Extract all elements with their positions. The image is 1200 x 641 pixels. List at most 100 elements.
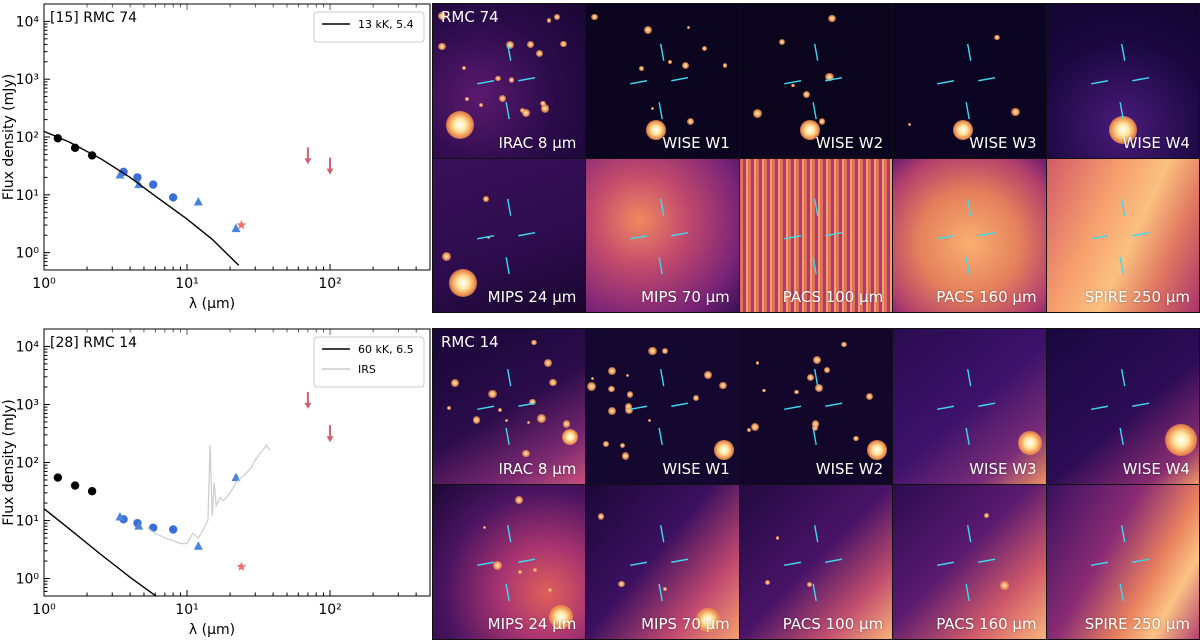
star-blob bbox=[994, 35, 1000, 41]
image-stamp: PACS 100 μm bbox=[739, 158, 893, 312]
legend-label-rmc14: 60 kK, 6.5 bbox=[358, 343, 414, 356]
series-line-rmc14 bbox=[147, 443, 271, 545]
star-blob bbox=[540, 100, 546, 107]
data-point-rmc14 bbox=[168, 525, 178, 534]
band-label: IRAC 8 μm bbox=[498, 133, 577, 152]
star-blob bbox=[841, 341, 847, 348]
star-blob bbox=[590, 376, 594, 380]
star-blob bbox=[621, 452, 629, 460]
y-tick-label-rmc74: 10² bbox=[16, 130, 39, 146]
upper-limit-arrowhead-rmc74 bbox=[326, 168, 334, 175]
star-blob bbox=[750, 422, 759, 431]
y-tick-label-rmc74: 10⁰ bbox=[16, 246, 40, 262]
legend-label-rmc14: IRS bbox=[358, 363, 376, 376]
star-blob bbox=[603, 441, 610, 448]
star-blob bbox=[811, 420, 820, 428]
x-axis-label-rmc14: λ (μm) bbox=[189, 622, 235, 638]
legend-label-rmc74: 13 kK, 5.4 bbox=[358, 18, 414, 31]
image-stamp: MIPS 70 μm bbox=[586, 158, 739, 312]
star-blob bbox=[722, 63, 728, 69]
star-blob bbox=[519, 107, 525, 113]
y-tick-label-rmc74: 10³ bbox=[16, 72, 39, 88]
bright-source bbox=[562, 429, 579, 446]
star-blob bbox=[482, 525, 486, 530]
data-point-rmc74 bbox=[148, 180, 158, 189]
band-label: WISE W1 bbox=[662, 133, 730, 152]
data-point-rmc74 bbox=[168, 193, 178, 202]
crosshair-marker bbox=[433, 159, 585, 313]
legend-rmc74 bbox=[313, 11, 425, 43]
star-blob bbox=[807, 582, 812, 587]
source-label: RMC 74 bbox=[441, 8, 499, 26]
crosshair-marker bbox=[740, 485, 892, 640]
star-blob bbox=[618, 580, 625, 588]
star-blob bbox=[650, 106, 655, 110]
band-label: MIPS 24 μm bbox=[487, 288, 577, 306]
crosshair-marker bbox=[893, 329, 1045, 484]
crosshair-marker bbox=[433, 4, 585, 158]
x-tick-label-rmc14: 10⁰ bbox=[32, 602, 56, 618]
star-blob bbox=[802, 90, 810, 98]
series-line-rmc14 bbox=[44, 508, 158, 596]
bright-source bbox=[646, 119, 667, 140]
y-tick-label-rmc14: 10³ bbox=[16, 397, 39, 413]
star-blob bbox=[597, 513, 605, 520]
bright-source bbox=[866, 439, 887, 460]
y-tick-label-rmc14: 10⁴ bbox=[16, 339, 40, 355]
data-point-triangle-rmc14 bbox=[115, 511, 125, 521]
x-tick-label-rmc14: 10¹ bbox=[175, 602, 198, 618]
star-blob bbox=[549, 379, 557, 387]
star-blob bbox=[753, 109, 763, 118]
band-label: IRAC 8 μm bbox=[498, 459, 577, 478]
star-blob bbox=[438, 42, 447, 51]
bright-source bbox=[713, 439, 734, 460]
band-label: MIPS 70 μm bbox=[641, 615, 730, 633]
plot-area-rmc74 bbox=[44, 130, 334, 266]
stamp-grid-rmc74: RMC 74 IRAC 8 μm WISE W1 WISE W2 WISE W3 WISE… bbox=[432, 3, 1200, 313]
crosshair-marker bbox=[893, 4, 1045, 158]
star-blob bbox=[497, 407, 503, 413]
image-stamp: PACS 100 μm bbox=[739, 484, 893, 640]
star-blob bbox=[608, 385, 615, 392]
band-label: WISE W3 bbox=[969, 459, 1037, 478]
star-blob bbox=[607, 406, 617, 416]
star-blob bbox=[779, 39, 786, 46]
star-blob bbox=[562, 420, 571, 428]
band-label: MIPS 70 μm bbox=[641, 288, 730, 306]
crosshair-marker bbox=[1047, 485, 1199, 640]
series-line-rmc74 bbox=[44, 130, 240, 266]
image-stamp: MIPS 70 μm bbox=[586, 484, 739, 639]
star-blob bbox=[755, 361, 759, 365]
crosshair-marker bbox=[1047, 329, 1199, 484]
bright-source bbox=[446, 111, 475, 140]
star-blob bbox=[620, 443, 626, 449]
data-point-rmc14 bbox=[148, 523, 158, 532]
star-blob bbox=[853, 435, 859, 442]
band-label: WISE W2 bbox=[815, 459, 884, 478]
star-blob bbox=[517, 569, 522, 574]
image-stamp: WISE W1 bbox=[586, 4, 739, 158]
star-blob bbox=[791, 83, 795, 88]
x-axis-label-rmc74: λ (μm) bbox=[189, 296, 235, 312]
star-blob bbox=[526, 421, 530, 425]
star-blob bbox=[508, 77, 515, 83]
band-label: WISE W1 bbox=[662, 459, 730, 478]
bright-source bbox=[549, 605, 573, 630]
star-blob bbox=[442, 252, 452, 262]
y-axis-label-rmc74: Flux density (mJy) bbox=[1, 74, 17, 200]
star-blob bbox=[702, 45, 708, 52]
y-tick-label-rmc74: 10¹ bbox=[16, 188, 39, 204]
x-tick-label-rmc74: 10¹ bbox=[175, 276, 198, 292]
band-label: WISE W2 bbox=[815, 133, 884, 152]
star-blob bbox=[866, 392, 873, 400]
star-blob bbox=[532, 567, 538, 573]
star-blob bbox=[559, 40, 567, 48]
star-blob bbox=[704, 371, 712, 379]
star-blob bbox=[907, 122, 911, 127]
star-blob bbox=[548, 588, 553, 593]
star-blob bbox=[473, 416, 481, 424]
plot-frame-rmc74 bbox=[43, 3, 431, 271]
band-label: MIPS 24 μm bbox=[487, 615, 577, 633]
star-blob bbox=[495, 75, 502, 82]
image-stamp: WISE W4 bbox=[1046, 329, 1199, 484]
